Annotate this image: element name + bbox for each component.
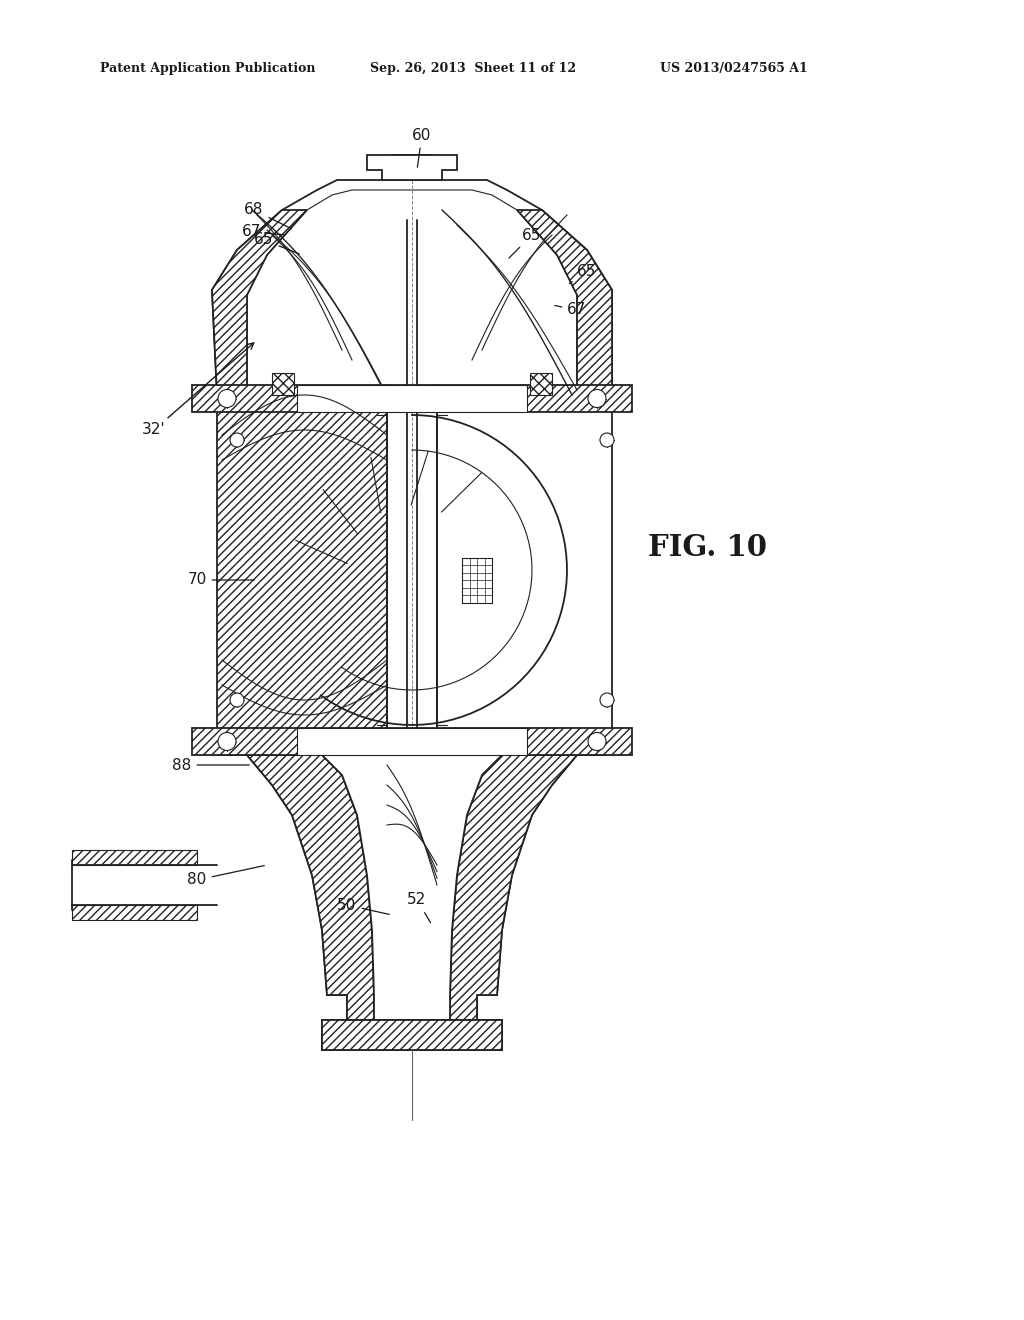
Polygon shape [72,850,197,865]
Text: 65: 65 [254,232,299,253]
Text: Patent Application Publication: Patent Application Publication [100,62,315,75]
Polygon shape [367,154,457,180]
Circle shape [588,733,606,751]
Text: FIG. 10: FIG. 10 [648,532,767,561]
Text: 70: 70 [187,573,254,587]
Polygon shape [217,395,387,744]
Text: 52: 52 [408,892,430,923]
Circle shape [600,433,614,447]
Text: 50: 50 [337,898,389,915]
Polygon shape [322,755,502,1020]
Polygon shape [217,755,374,1020]
Polygon shape [193,729,632,755]
Circle shape [218,733,236,751]
Polygon shape [72,906,197,920]
Polygon shape [297,729,527,755]
Text: 65: 65 [509,227,542,257]
Circle shape [588,389,606,408]
Polygon shape [530,374,552,395]
Text: 67: 67 [555,302,587,318]
Polygon shape [212,210,307,395]
Circle shape [230,433,244,447]
Polygon shape [450,755,607,1020]
Text: US 2013/0247565 A1: US 2013/0247565 A1 [660,62,808,75]
Text: 68: 68 [245,202,292,228]
Text: 60: 60 [413,128,432,168]
Circle shape [218,389,236,408]
Text: 65: 65 [569,264,597,284]
Polygon shape [272,374,294,395]
Circle shape [600,693,614,708]
Text: 80: 80 [187,866,264,887]
Polygon shape [193,385,632,412]
Text: Sep. 26, 2013  Sheet 11 of 12: Sep. 26, 2013 Sheet 11 of 12 [370,62,577,75]
Polygon shape [437,395,612,744]
Text: 32': 32' [142,343,254,437]
Circle shape [230,693,244,708]
Polygon shape [212,180,612,395]
Text: 88: 88 [172,758,249,772]
Text: 67: 67 [243,224,285,239]
Polygon shape [217,755,607,1049]
Polygon shape [247,190,577,395]
Polygon shape [322,1020,502,1049]
Polygon shape [297,385,527,412]
Polygon shape [517,210,612,395]
